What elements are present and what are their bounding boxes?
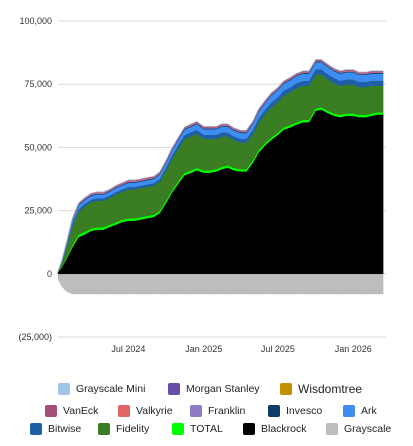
legend-label: Valkyrie bbox=[136, 405, 173, 417]
legend-swatch bbox=[168, 383, 180, 395]
legend-row: VanEck Valkyrie Franklin Invesco Ark bbox=[0, 403, 413, 419]
chart-series bbox=[57, 59, 384, 295]
legend-label: Blackrock bbox=[261, 423, 307, 435]
legend-item-grayscale[interactable]: Grayscale bbox=[326, 421, 391, 437]
y-tick-label: 25,000 bbox=[24, 206, 52, 216]
legend-label: Grayscale Mini bbox=[76, 383, 146, 395]
legend-label: Franklin bbox=[208, 405, 246, 417]
legend-label: Fidelity bbox=[116, 423, 150, 435]
legend-label: Invesco bbox=[286, 405, 323, 417]
legend-item-invesco[interactable]: Invesco bbox=[268, 403, 322, 419]
legend-item-wisdomtree[interactable]: Wisdomtree bbox=[280, 381, 362, 397]
legend-label: Grayscale bbox=[344, 423, 392, 435]
legend-label: Ark bbox=[361, 405, 377, 417]
legend-item-valkyrie[interactable]: Valkyrie bbox=[118, 403, 173, 419]
x-tick-label: Jul 2024 bbox=[111, 344, 145, 354]
legend-label: Bitwise bbox=[48, 423, 82, 435]
y-axis: (25,000) 0 25,000 50,000 75,000 100,000 bbox=[18, 16, 52, 342]
legend-swatch bbox=[243, 423, 255, 435]
x-axis: Jul 2024 Jan 2025 Jul 2025 Jan 2026 bbox=[111, 344, 371, 354]
legend-item-morgan-stanley[interactable]: Morgan Stanley bbox=[168, 381, 260, 397]
series-area-grayscale bbox=[57, 273, 384, 295]
x-tick-label: Jan 2026 bbox=[335, 344, 372, 354]
y-tick-label: 0 bbox=[47, 269, 52, 279]
legend-swatch bbox=[326, 423, 338, 435]
legend-swatch bbox=[190, 405, 202, 417]
legend-label: Morgan Stanley bbox=[186, 383, 260, 395]
legend-swatch bbox=[30, 423, 42, 435]
legend-swatch bbox=[268, 405, 280, 417]
x-tick-label: Jul 2025 bbox=[261, 344, 295, 354]
legend-item-blackrock[interactable]: Blackrock bbox=[243, 421, 307, 437]
legend-label: TOTAL bbox=[190, 423, 223, 435]
legend-item-grayscale-mini[interactable]: Grayscale Mini bbox=[58, 381, 145, 397]
y-tick-label: 50,000 bbox=[24, 142, 52, 152]
legend-item-ark[interactable]: Ark bbox=[343, 403, 377, 419]
legend-item-vaneck[interactable]: VanEck bbox=[45, 403, 98, 419]
legend-swatch bbox=[118, 405, 130, 417]
legend-swatch bbox=[280, 383, 292, 395]
legend-swatch bbox=[172, 423, 184, 435]
legend-item-total[interactable]: TOTAL bbox=[172, 421, 223, 437]
legend-row: Bitwise Fidelity TOTAL Blackrock Grayscale bbox=[0, 421, 413, 437]
legend-label: VanEck bbox=[63, 405, 99, 417]
legend-swatch bbox=[58, 383, 70, 395]
legend-swatch bbox=[98, 423, 110, 435]
legend-item-bitwise[interactable]: Bitwise bbox=[30, 421, 81, 437]
legend-label: Wisdomtree bbox=[298, 382, 363, 396]
legend-swatch bbox=[343, 405, 355, 417]
chart-area: (25,000) 0 25,000 50,000 75,000 100,000 Jul 2… bbox=[18, 16, 386, 354]
y-tick-label: 75,000 bbox=[24, 79, 52, 89]
chart-legend: Grayscale Mini Morgan Stanley Wisdomtree Va… bbox=[0, 378, 413, 442]
legend-row: Grayscale Mini Morgan Stanley Wisdomtree bbox=[0, 381, 413, 397]
y-tick-label: 100,000 bbox=[19, 16, 52, 26]
series-area-grayscale-mini bbox=[57, 59, 384, 272]
legend-item-franklin[interactable]: Franklin bbox=[190, 403, 245, 419]
y-tick-label: (25,000) bbox=[18, 332, 52, 342]
legend-item-fidelity[interactable]: Fidelity bbox=[98, 421, 149, 437]
legend-swatch bbox=[45, 405, 57, 417]
x-tick-label: Jan 2025 bbox=[185, 344, 222, 354]
